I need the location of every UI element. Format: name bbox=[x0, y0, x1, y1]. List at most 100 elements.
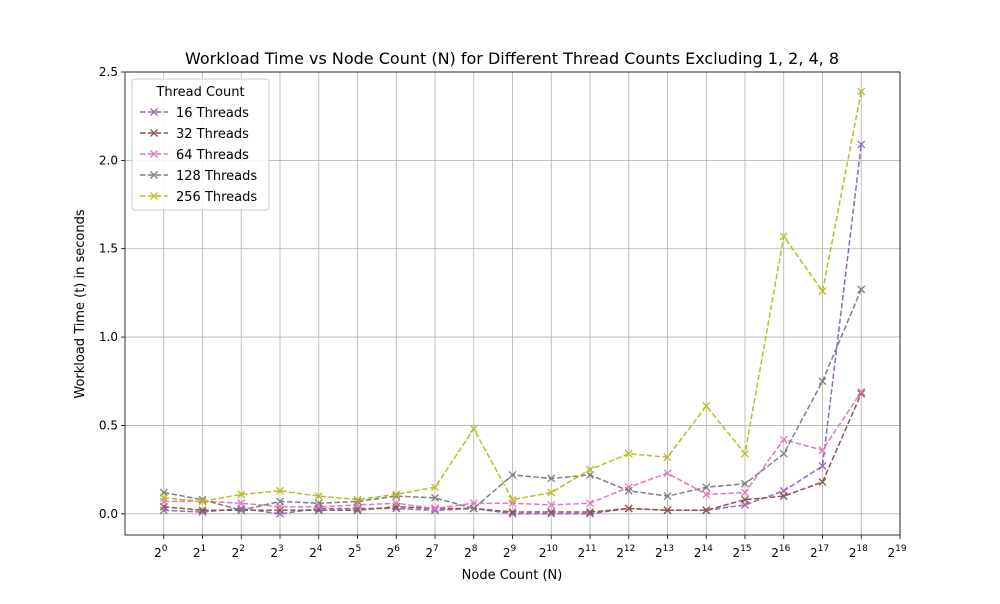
data-point bbox=[857, 285, 866, 294]
y-tick-label: 1.0 bbox=[99, 330, 118, 344]
data-point bbox=[857, 87, 866, 96]
data-point bbox=[857, 387, 866, 396]
x-tick-exponent: 12 bbox=[624, 544, 635, 554]
data-point bbox=[624, 486, 633, 495]
data-point bbox=[857, 140, 866, 149]
data-point bbox=[663, 469, 672, 478]
data-point bbox=[663, 453, 672, 462]
data-point bbox=[392, 502, 401, 511]
data-point bbox=[276, 486, 284, 495]
data-point bbox=[663, 492, 672, 501]
data-point bbox=[198, 497, 207, 506]
data-point bbox=[586, 508, 594, 516]
data-point bbox=[779, 492, 788, 501]
x-tick-exponent: 3 bbox=[278, 544, 284, 554]
data-point bbox=[702, 490, 711, 499]
data-point bbox=[159, 506, 168, 515]
data-point bbox=[237, 499, 246, 508]
data-point bbox=[159, 497, 168, 506]
legend-item: 128 Threads bbox=[140, 169, 257, 184]
data-point bbox=[818, 446, 827, 455]
data-point bbox=[818, 462, 827, 471]
legend-marker bbox=[150, 192, 158, 200]
data-point bbox=[818, 287, 827, 296]
x-tick-exponent: 6 bbox=[394, 544, 400, 554]
data-point bbox=[779, 232, 788, 241]
data-point bbox=[392, 490, 401, 499]
legend-label: 16 Threads bbox=[176, 106, 249, 121]
data-point bbox=[431, 493, 439, 502]
legend-label: 256 Threads bbox=[176, 190, 257, 205]
data-point bbox=[508, 495, 517, 504]
data-point bbox=[314, 492, 323, 501]
data-point bbox=[469, 504, 478, 513]
legend-marker bbox=[150, 129, 158, 137]
x-tick-exponent: 17 bbox=[818, 544, 829, 554]
data-point bbox=[431, 483, 439, 492]
x-tick-exponent: 13 bbox=[663, 544, 674, 554]
data-point bbox=[314, 506, 323, 515]
data-point bbox=[353, 495, 362, 504]
y-tick-label: 1.5 bbox=[99, 242, 118, 256]
legend-label: 32 Threads bbox=[176, 127, 249, 142]
data-point bbox=[469, 425, 478, 433]
data-point bbox=[779, 435, 788, 444]
x-tick-exponent: 14 bbox=[701, 544, 713, 554]
legend-label: 64 Threads bbox=[176, 148, 249, 163]
data-point bbox=[314, 499, 323, 508]
data-point bbox=[198, 506, 207, 515]
data-point bbox=[624, 449, 633, 458]
data-point bbox=[702, 483, 711, 492]
legend-item: 64 Threads bbox=[140, 148, 249, 163]
data-point bbox=[741, 488, 749, 497]
data-point bbox=[702, 506, 711, 515]
legend-marker bbox=[150, 150, 158, 158]
series-256-threads bbox=[159, 87, 866, 506]
data-point bbox=[237, 506, 246, 515]
data-point bbox=[276, 497, 284, 506]
data-point bbox=[741, 479, 749, 488]
data-point bbox=[741, 449, 749, 458]
data-point bbox=[547, 474, 556, 483]
data-point bbox=[818, 377, 827, 386]
legend-item: 16 Threads bbox=[140, 106, 249, 121]
legend-marker bbox=[150, 171, 158, 179]
data-point bbox=[857, 389, 866, 398]
y-tick-label: 0.0 bbox=[99, 507, 118, 521]
data-point bbox=[276, 506, 284, 515]
data-point bbox=[314, 502, 323, 511]
data-point bbox=[508, 508, 517, 516]
series-128-threads bbox=[159, 285, 866, 515]
legend: Thread Count 16 Threads 32 Threads 64 Threa… bbox=[131, 78, 270, 211]
data-point bbox=[392, 499, 401, 508]
series-layer bbox=[159, 87, 866, 518]
data-point bbox=[508, 499, 517, 508]
data-point bbox=[392, 492, 401, 501]
data-point bbox=[818, 478, 827, 486]
x-tick-exponent: 10 bbox=[546, 544, 558, 554]
data-point bbox=[547, 508, 556, 516]
x-tick-exponent: 2 bbox=[239, 544, 245, 554]
legend-title: Thread Count bbox=[155, 85, 244, 100]
x-tick-exponent: 9 bbox=[510, 544, 516, 554]
x-tick-exponent: 0 bbox=[162, 544, 168, 554]
x-tick-exponent: 7 bbox=[433, 544, 439, 554]
data-point bbox=[547, 500, 556, 509]
legend-label: 128 Threads bbox=[176, 169, 257, 184]
y-tick-label: 2.5 bbox=[99, 65, 118, 79]
data-point bbox=[586, 499, 594, 508]
legend-item: 32 Threads bbox=[140, 127, 249, 142]
data-point bbox=[663, 506, 672, 515]
x-tick-exponent: 19 bbox=[895, 544, 907, 554]
data-point bbox=[276, 509, 284, 518]
x-tick-exponent: 8 bbox=[472, 544, 478, 554]
x-tick-exponent: 16 bbox=[779, 544, 791, 554]
x-tick-exponent: 11 bbox=[585, 544, 596, 554]
data-point bbox=[741, 495, 749, 504]
legend-marker bbox=[150, 108, 158, 116]
x-axis-label: Node Count (N) bbox=[462, 568, 563, 583]
data-point bbox=[702, 402, 711, 410]
data-point bbox=[624, 504, 633, 513]
x-tick-exponent: 15 bbox=[740, 544, 751, 554]
